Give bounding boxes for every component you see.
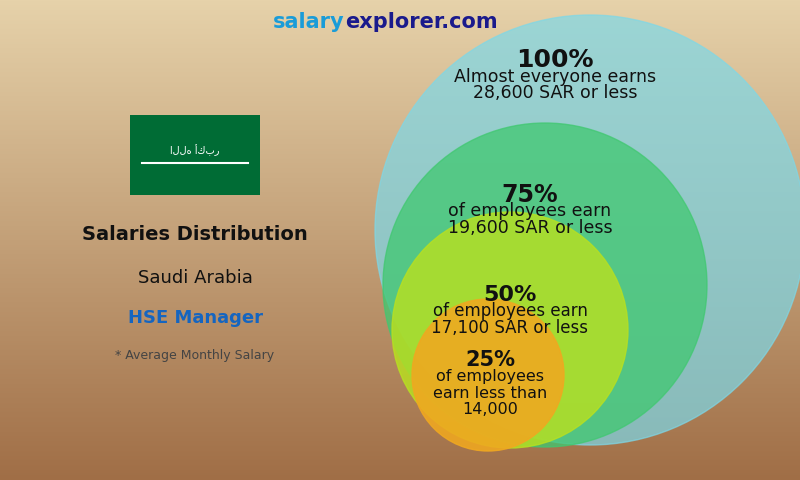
Text: of employees earn: of employees earn xyxy=(449,203,611,220)
Text: * Average Monthly Salary: * Average Monthly Salary xyxy=(115,348,274,361)
Text: explorer.com: explorer.com xyxy=(345,12,498,32)
Text: 19,600 SAR or less: 19,600 SAR or less xyxy=(448,219,612,237)
Circle shape xyxy=(383,123,707,447)
Circle shape xyxy=(412,299,564,451)
Circle shape xyxy=(392,212,628,448)
Text: 50%: 50% xyxy=(483,285,537,305)
Circle shape xyxy=(375,15,800,445)
Text: earn less than: earn less than xyxy=(433,385,547,400)
Text: 17,100 SAR or less: 17,100 SAR or less xyxy=(431,319,589,337)
Text: 28,600 SAR or less: 28,600 SAR or less xyxy=(473,84,638,102)
Text: Saudi Arabia: Saudi Arabia xyxy=(138,269,253,287)
Text: 75%: 75% xyxy=(502,183,558,207)
Text: Almost everyone earns: Almost everyone earns xyxy=(454,68,656,85)
Text: salary: salary xyxy=(274,12,345,32)
Text: of employees earn: of employees earn xyxy=(433,302,587,321)
Text: 25%: 25% xyxy=(465,350,515,370)
Text: 14,000: 14,000 xyxy=(462,402,518,417)
Text: الله أكبر: الله أكبر xyxy=(170,144,220,156)
Text: Salaries Distribution: Salaries Distribution xyxy=(82,226,308,244)
FancyBboxPatch shape xyxy=(130,115,260,195)
Text: HSE Manager: HSE Manager xyxy=(127,309,262,327)
Text: 100%: 100% xyxy=(516,48,594,72)
Text: of employees: of employees xyxy=(436,369,544,384)
